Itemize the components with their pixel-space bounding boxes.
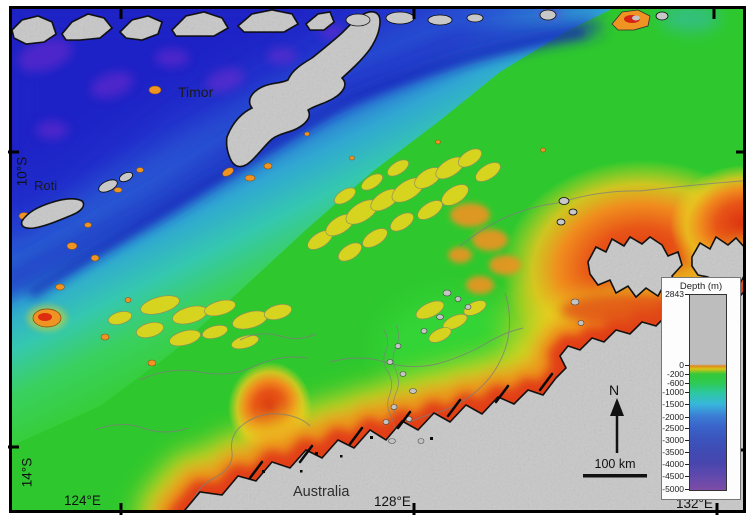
scale-bar: [583, 474, 647, 478]
cyan-tinge-ne: [660, 9, 720, 32]
legend-tick-label: -3000: [662, 435, 684, 445]
north-arrow-icon: [610, 398, 624, 453]
coastal-islet-specks: [262, 436, 433, 473]
contour-lines: [94, 180, 744, 507]
legend-tick-label: -3500: [662, 447, 684, 457]
map-frame: [9, 6, 746, 513]
legend-tick-mark: [685, 417, 689, 418]
legend-tick-mark: [685, 440, 689, 441]
orange-bank-zone: [448, 203, 521, 294]
legend-tick-mark: [685, 392, 689, 393]
legend-tick-label: -200: [666, 369, 684, 379]
legend-tick-label: -600: [666, 378, 684, 388]
legend-tick-label: -4000: [662, 459, 684, 469]
legend-title: Depth (m): [679, 281, 723, 292]
legend-tick-label: -4500: [662, 471, 684, 481]
deep-water-zone: [12, 9, 612, 446]
legend-tick-label: -5000: [662, 484, 684, 494]
legend-colorbar: [689, 294, 727, 491]
legend-tick-mark: [685, 452, 689, 453]
legend-tick-label: -1500: [662, 399, 684, 409]
legend-tick-label: -1000: [662, 387, 684, 397]
legend-tick-mark: [685, 374, 689, 375]
coastal-inlets: [248, 372, 554, 480]
graticule-ticks: [8, 8, 746, 515]
legend-tick-label: -2000: [662, 412, 684, 422]
depth-legend: Depth (m) 2843 0 -200 -600 -1000 -1500 -…: [661, 277, 741, 500]
carbonate-banks: [107, 148, 501, 350]
legend-tick-mark: [685, 489, 689, 490]
legend-tick-mark: [685, 365, 689, 366]
small-reefs: [18, 85, 546, 367]
legend-tick-label: 2843: [665, 289, 684, 299]
legend-tick-label: 0: [679, 360, 684, 370]
legend-tick-label: -2500: [662, 423, 684, 433]
legend-tick-mark: [685, 294, 689, 295]
deep-basin-nw: [12, 9, 340, 245]
legend-tick-mark: [685, 404, 689, 405]
legend-tick-mark: [685, 383, 689, 384]
legend-tick-mark: [685, 464, 689, 465]
legend-tick-mark: [685, 476, 689, 477]
gulf-islets: [382, 289, 585, 444]
legend-tick-mark: [685, 428, 689, 429]
timor-trough-axis: [27, 26, 586, 300]
ashmore-reef: [32, 308, 62, 328]
reef-ringed-island: [611, 9, 651, 31]
